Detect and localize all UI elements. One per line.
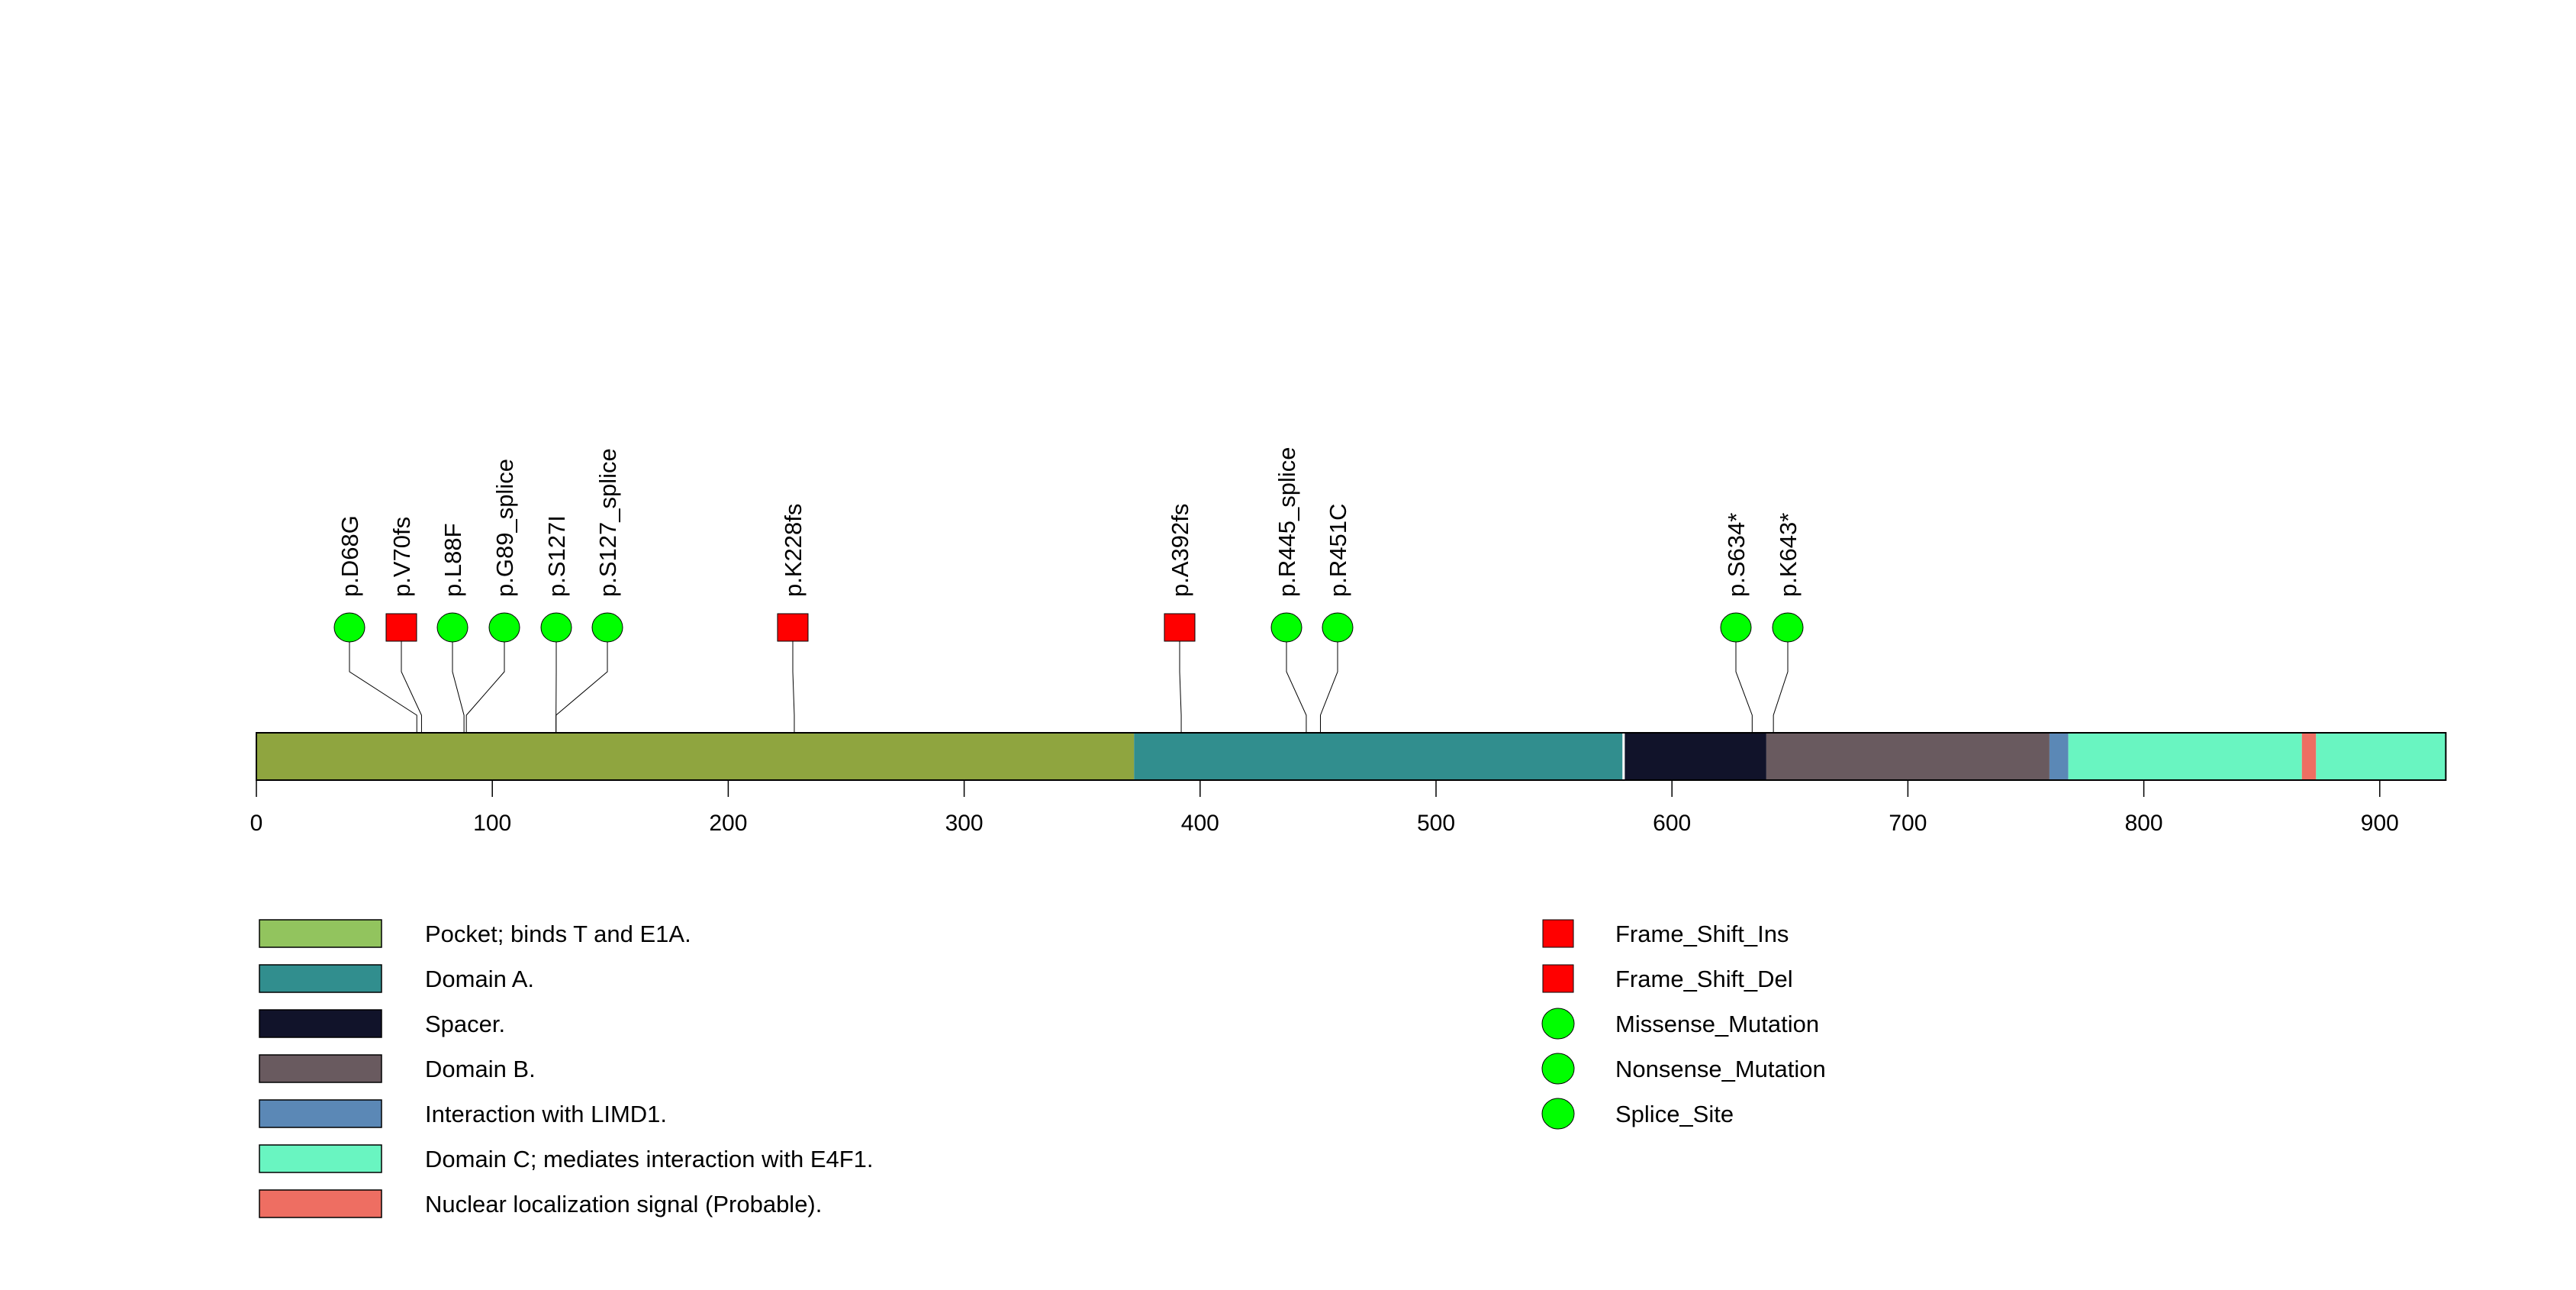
mutation-marker — [1270, 612, 1302, 643]
legend-circle-icon — [1541, 1053, 1575, 1085]
legend-label: Nuclear localization signal (Probable). — [425, 1191, 822, 1217]
mutation-label: p.G89_splice — [491, 459, 518, 597]
mutation-marker — [488, 612, 520, 643]
x-tick-label: 700 — [1889, 811, 1927, 836]
legend-swatch — [259, 1054, 382, 1083]
x-tick-label: 0 — [250, 811, 263, 836]
legend-label: Interaction with LIMD1. — [425, 1101, 667, 1127]
domain-legend: Pocket; binds T and E1A. Domain A. Spacer.… — [259, 919, 874, 1218]
legend-square-icon — [1542, 919, 1574, 948]
x-tick-label: 600 — [1653, 811, 1691, 836]
mutation-label: p.V70fs — [388, 517, 415, 597]
mutation-label: p.R445_splice — [1274, 447, 1300, 597]
domain-segment — [1624, 733, 1766, 780]
domain-segment — [2316, 733, 2446, 780]
x-tick-label: 400 — [1181, 811, 1219, 836]
x-tick-label: 900 — [2361, 811, 2399, 836]
mutation-label: p.S127_splice — [594, 448, 621, 597]
mutation-label: p.A392fs — [1167, 504, 1193, 597]
legend-circle-icon — [1541, 1008, 1575, 1040]
legend-label: Domain A. — [425, 966, 534, 992]
mutation-label: p.K228fs — [780, 504, 807, 597]
frameshift-marker — [777, 613, 809, 642]
mutation-label: p.R451C — [1325, 504, 1351, 597]
mutation-marker — [1772, 612, 1804, 643]
legend-swatch — [259, 1099, 382, 1128]
mutation-legend-label: Frame_Shift_Ins — [1615, 921, 1789, 947]
mutation-marker — [1322, 612, 1354, 643]
legend-swatch — [259, 1144, 382, 1173]
legend-label: Domain B. — [425, 1056, 536, 1082]
mutation-marker — [540, 612, 572, 643]
mutation-marker — [333, 612, 365, 643]
mutation-legend-label: Splice_Site — [1615, 1101, 1734, 1127]
mutation-legend: Frame_Shift_Ins Frame_Shift_Del Missense_M… — [1541, 919, 1826, 1130]
x-tick-label: 800 — [2125, 811, 2163, 836]
legend-swatch — [259, 919, 382, 948]
legend-label: Spacer. — [425, 1011, 505, 1037]
x-tick-label: 300 — [945, 811, 984, 836]
x-tick-label: 500 — [1417, 811, 1455, 836]
mutation-label: p.S127I — [543, 515, 570, 597]
domain-segment — [256, 733, 1135, 780]
mutation-legend-label: Nonsense_Mutation — [1615, 1056, 1826, 1082]
frameshift-marker — [385, 613, 417, 642]
legend-circle-icon — [1541, 1098, 1575, 1130]
legend-square-icon — [1542, 964, 1574, 993]
protein-bar — [256, 732, 2447, 781]
legend-swatch — [259, 1009, 382, 1038]
mutation-marker — [591, 612, 623, 643]
mutation-marker — [436, 612, 469, 643]
mutation-legend-label: Missense_Mutation — [1615, 1011, 1819, 1037]
mutation-label: p.S634* — [1723, 513, 1750, 597]
x-axis: 0 100 200 300 400 500 600 700 800 900 — [250, 780, 2399, 836]
mutation-markers: p.D68G p.V70fs p.L88F p.G89_splice p.S127I p.… — [333, 447, 1804, 643]
legend-swatch — [259, 964, 382, 993]
x-tick-label: 100 — [473, 811, 511, 836]
x-tick-label: 200 — [709, 811, 747, 836]
mutation-label: p.D68G — [336, 515, 363, 597]
mutation-marker — [1720, 612, 1752, 643]
legend-label: Pocket; binds T and E1A. — [425, 921, 691, 947]
domain-segment — [2049, 733, 2069, 780]
domain-segment — [1134, 733, 1623, 780]
domain-segment — [1766, 733, 2050, 780]
frameshift-marker — [1164, 613, 1196, 642]
mutation-label: p.K643* — [1775, 513, 1802, 597]
legend-label: Domain C; mediates interaction with E4F1… — [425, 1146, 874, 1172]
domain-segment — [2068, 733, 2302, 780]
legend-swatch — [259, 1189, 382, 1218]
mutation-legend-label: Frame_Shift_Del — [1615, 966, 1793, 992]
domain-segment — [2301, 733, 2317, 780]
protein-bar-outline — [256, 732, 2447, 781]
mutation-label: p.L88F — [440, 523, 466, 597]
